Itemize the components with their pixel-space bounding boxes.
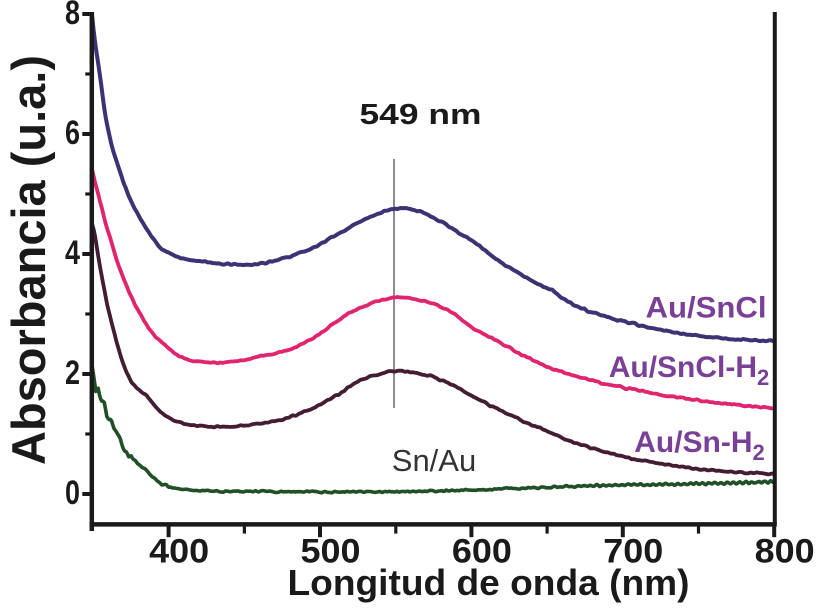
svg-text:2: 2 [65, 354, 80, 392]
svg-text:6: 6 [65, 114, 80, 152]
svg-text:0: 0 [65, 474, 80, 512]
svg-text:500: 500 [301, 533, 361, 571]
svg-text:Absorbancia (u.a.): Absorbancia (u.a.) [2, 55, 55, 465]
svg-text:400: 400 [149, 533, 209, 571]
svg-text:Au/SnCl-H2: Au/SnCl-H2 [609, 351, 770, 390]
svg-text:Sn/Au: Sn/Au [392, 443, 476, 478]
svg-text:Au/SnCl: Au/SnCl [646, 292, 767, 325]
svg-text:Au/Sn-H2: Au/Sn-H2 [634, 426, 765, 465]
svg-text:600: 600 [452, 533, 512, 571]
svg-text:Longitud de onda (nm): Longitud de onda (nm) [288, 562, 690, 603]
svg-text:4: 4 [65, 234, 80, 272]
svg-text:8: 8 [65, 0, 80, 32]
svg-text:700: 700 [603, 533, 663, 571]
svg-text:549 nm: 549 nm [360, 99, 482, 131]
svg-text:800: 800 [755, 533, 815, 571]
